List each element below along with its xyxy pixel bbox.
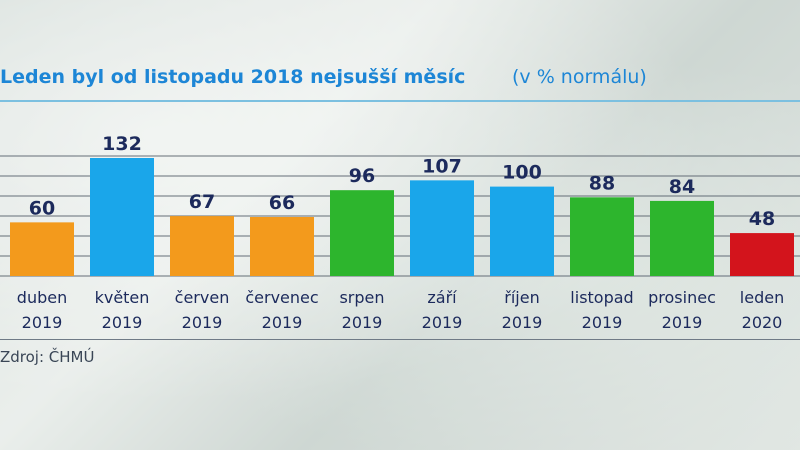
category-label: září bbox=[427, 288, 457, 307]
category-label: listopad bbox=[570, 288, 633, 307]
category-label: říjen bbox=[504, 288, 539, 307]
category-label: duben bbox=[17, 288, 67, 307]
data-label: 66 bbox=[269, 192, 295, 214]
bottom-divider bbox=[0, 339, 800, 340]
bar bbox=[570, 197, 634, 276]
source-note: Zdroj: ČHMÚ bbox=[0, 348, 95, 366]
chart-subtitle: (v % normálu) bbox=[512, 66, 647, 88]
data-label: 88 bbox=[589, 172, 615, 194]
category-year-label: 2020 bbox=[742, 313, 783, 332]
category-year-label: 2019 bbox=[342, 313, 383, 332]
category-year-label: 2019 bbox=[182, 313, 223, 332]
bar-chart: 60 duben 2019 132 květen 2019 67 červen 2019 66 če… bbox=[0, 133, 800, 332]
chart-title: Leden byl od listopadu 2018 nejsušší měs… bbox=[0, 66, 466, 88]
bar bbox=[650, 200, 714, 276]
data-label: 84 bbox=[669, 176, 695, 198]
category-year-label: 2019 bbox=[662, 313, 703, 332]
category-label: prosinec bbox=[648, 288, 716, 307]
bar bbox=[90, 158, 154, 276]
category-label: srpen bbox=[339, 288, 384, 307]
data-label: 60 bbox=[29, 197, 55, 219]
data-label: 48 bbox=[749, 208, 775, 230]
category-year-label: 2019 bbox=[102, 313, 143, 332]
category-year-label: 2019 bbox=[502, 313, 543, 332]
category-label: leden bbox=[740, 288, 784, 307]
data-label: 96 bbox=[349, 165, 375, 187]
bar bbox=[330, 190, 394, 276]
bar bbox=[410, 180, 474, 276]
category-label: květen bbox=[95, 288, 150, 307]
category-year-label: 2019 bbox=[22, 313, 63, 332]
title-divider bbox=[0, 100, 800, 102]
category-year-label: 2019 bbox=[422, 313, 463, 332]
bar bbox=[170, 216, 234, 276]
data-label: 67 bbox=[189, 191, 215, 213]
data-label: 132 bbox=[102, 133, 142, 155]
bar bbox=[490, 186, 554, 276]
data-label: 100 bbox=[502, 162, 542, 184]
bar bbox=[730, 233, 794, 276]
category-label: červen bbox=[175, 288, 230, 307]
category-year-label: 2019 bbox=[582, 313, 623, 332]
data-label: 107 bbox=[422, 155, 462, 177]
category-year-label: 2019 bbox=[262, 313, 303, 332]
category-label: červenec bbox=[245, 288, 318, 307]
bar bbox=[10, 222, 74, 276]
bar bbox=[250, 217, 314, 276]
